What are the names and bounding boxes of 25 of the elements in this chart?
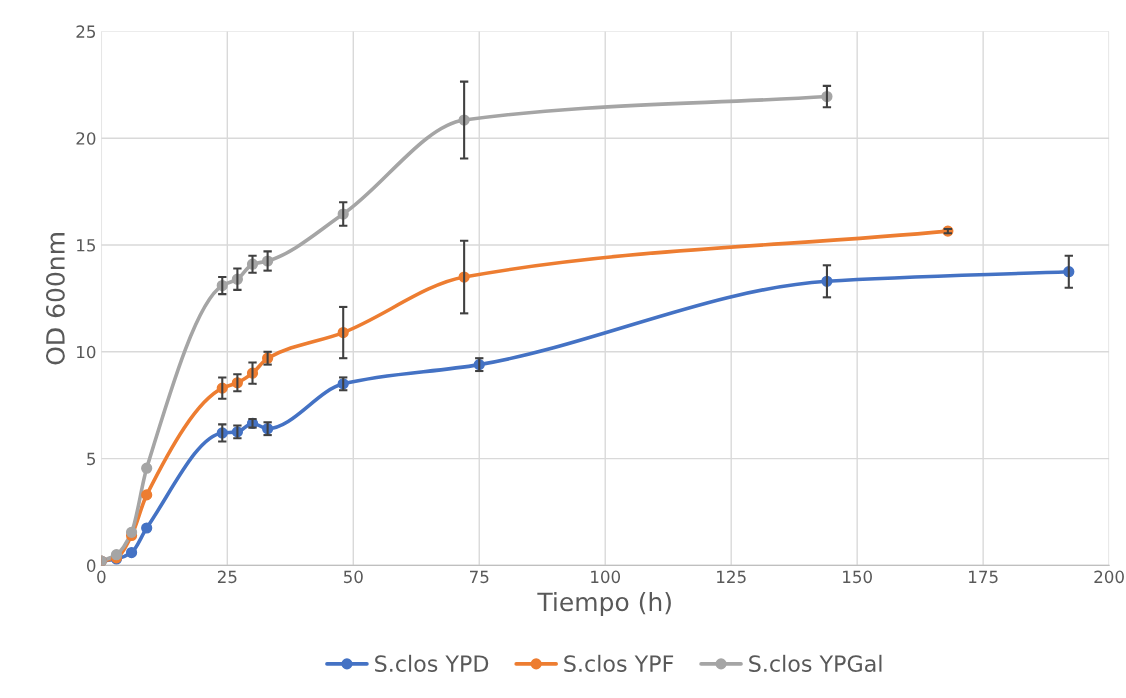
y-tick-label: 20 <box>76 132 96 145</box>
x-tick-label: 150 <box>843 570 872 584</box>
legend-label: S.clos YPGal <box>749 654 882 672</box>
y-axis-title: OD 600nm <box>45 233 65 365</box>
y-tick-label: 15 <box>77 239 96 252</box>
x-tick-label: 25 <box>217 570 237 584</box>
point <box>141 489 153 501</box>
point <box>125 546 138 559</box>
point <box>141 462 153 474</box>
point <box>141 522 153 534</box>
y-tick-label: 10 <box>77 345 96 359</box>
y-tick-label: 5 <box>87 452 96 466</box>
x-tick-label: 0 <box>97 570 106 584</box>
y-tick-label: 25 <box>76 25 96 38</box>
x-tick-label: 200 <box>1094 570 1124 584</box>
x-tick-label: 50 <box>343 570 363 584</box>
x-tick-label: 175 <box>969 570 998 584</box>
x-tick-label: 100 <box>591 570 621 584</box>
x-axis-title: Tiempo (h) <box>537 591 671 617</box>
point <box>125 526 138 538</box>
y-tick-label: 0 <box>86 559 96 572</box>
legend-label: S.clos YPD <box>375 654 489 672</box>
x-tick-label: 75 <box>470 570 489 584</box>
legend-label: S.clos YPF <box>564 654 674 672</box>
x-tick-label: 125 <box>717 570 746 584</box>
